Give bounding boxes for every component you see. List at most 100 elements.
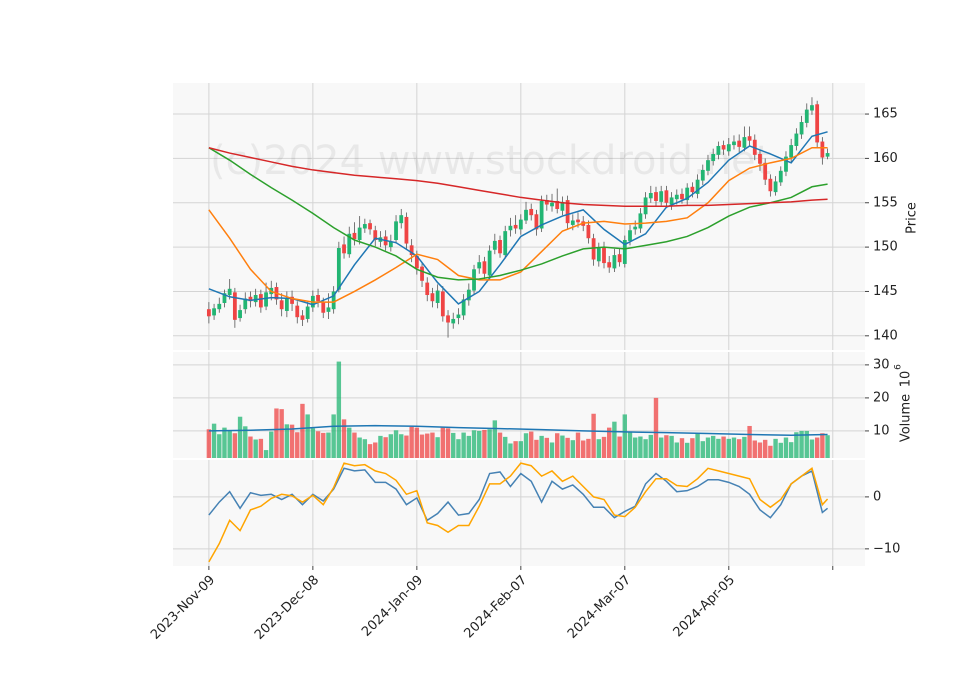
candle-body	[321, 302, 326, 313]
volume-bar	[326, 432, 331, 458]
candle-body	[732, 141, 736, 146]
volume-bar	[305, 414, 310, 458]
volume-bar	[300, 403, 305, 458]
candle-body	[685, 187, 690, 201]
candle-body	[576, 219, 580, 223]
candle-body	[628, 230, 632, 241]
candle-body	[373, 230, 378, 241]
candle-body	[300, 315, 305, 320]
candle-body	[747, 136, 752, 141]
volume-bar	[445, 428, 451, 458]
candle-body	[357, 227, 362, 241]
y-tick-label: 10	[873, 423, 890, 438]
candle-body	[524, 209, 528, 221]
candle-body	[633, 226, 638, 230]
volume-bar	[263, 450, 269, 458]
y-tick-label: 165	[873, 107, 898, 122]
candle-body	[680, 193, 684, 200]
candle-body	[534, 214, 539, 230]
candle-body	[409, 245, 414, 256]
volume-bar	[643, 439, 648, 458]
volume-bar	[726, 438, 731, 458]
volume-bar	[310, 428, 316, 458]
candle-body	[461, 299, 466, 316]
volume-bar	[788, 442, 794, 458]
candle-body	[825, 153, 830, 157]
candle-body	[716, 145, 721, 155]
volume-bar	[581, 440, 586, 458]
volume-bar	[523, 433, 529, 458]
volume-bar	[269, 431, 274, 458]
candle-body	[586, 224, 591, 239]
volume-bar	[612, 421, 617, 458]
volume-bar	[716, 438, 721, 458]
candle-body	[305, 306, 310, 319]
candle-body	[446, 315, 450, 323]
volume-bar	[658, 437, 664, 458]
volume-bar	[518, 441, 524, 458]
volume-bar	[383, 437, 388, 458]
volume-bar	[378, 435, 383, 458]
volume-bar	[274, 408, 279, 458]
candle-body	[602, 247, 606, 264]
volume-bar	[544, 437, 550, 458]
volume-bar	[414, 427, 420, 458]
volume-bar	[820, 433, 825, 458]
volume-bar	[461, 432, 466, 458]
volume-bar	[710, 435, 716, 458]
volume-bar	[295, 432, 300, 458]
candle-body	[425, 282, 430, 296]
candle-body	[388, 241, 393, 248]
candle-body	[565, 200, 570, 224]
panel-background	[173, 460, 865, 566]
candle-body	[352, 232, 357, 240]
candle-body	[669, 197, 674, 205]
volume-bar	[731, 437, 737, 458]
candle-body	[238, 310, 242, 319]
candle-body	[399, 215, 404, 224]
volume-bar	[575, 432, 581, 458]
candle-body	[316, 295, 320, 302]
volume-bar	[700, 441, 705, 458]
volume-bar	[393, 430, 399, 458]
volume-bar	[653, 397, 659, 458]
candle-body	[264, 292, 268, 307]
volume-bar	[352, 432, 357, 458]
candle-body	[648, 192, 653, 199]
volume-bar	[768, 445, 773, 458]
candle-body	[336, 247, 341, 290]
line	[208, 147, 828, 208]
volume-bar	[679, 438, 685, 458]
volume-bar	[804, 430, 809, 458]
panel-background	[173, 83, 865, 350]
volume-bar	[222, 427, 227, 458]
line	[208, 424, 828, 436]
candle-body	[498, 240, 502, 254]
candle-body	[529, 208, 534, 216]
candle-body	[690, 186, 695, 193]
candle-body	[617, 254, 622, 263]
volume-bar	[284, 424, 290, 458]
volume-bar	[814, 437, 820, 458]
volume-bar	[783, 437, 789, 458]
candle-body	[440, 291, 445, 317]
volume-bar	[409, 426, 414, 458]
candle-body	[612, 255, 617, 269]
candle-body	[290, 296, 294, 304]
volume-bar	[742, 436, 747, 458]
y-tick-label: 160	[873, 151, 898, 166]
candle-body	[435, 290, 440, 303]
candle-body	[503, 231, 508, 256]
candle-body	[778, 170, 783, 183]
volume-bar	[674, 442, 679, 458]
candle-body	[622, 240, 627, 264]
candle-body	[794, 133, 799, 146]
volume-bar	[367, 444, 373, 458]
candle-body	[284, 297, 289, 311]
candle-body	[492, 240, 497, 250]
candle-body	[331, 291, 336, 310]
candle-body	[253, 295, 258, 303]
candle-body	[420, 266, 424, 281]
candle-body	[342, 244, 346, 254]
candle-body	[451, 318, 456, 324]
